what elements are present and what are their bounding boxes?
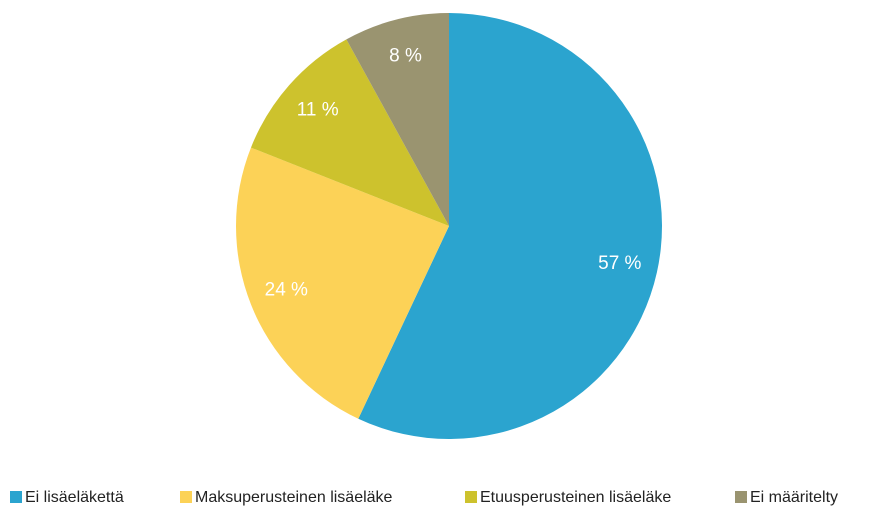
pie-slice [250, 39, 449, 226]
slice-label: 24 % [265, 279, 308, 300]
legend-label: Maksuperusteinen lisäeläke [195, 489, 393, 506]
legend-label: Etuusperusteinen lisäeläke [480, 489, 671, 506]
legend-label: Ei määritelty [750, 489, 838, 506]
legend-swatch [180, 491, 192, 503]
pie-slice [236, 147, 449, 419]
slice-label: 57 % [598, 253, 641, 274]
legend-swatch [735, 491, 747, 503]
legend-swatch [465, 491, 477, 503]
legend-swatch [10, 491, 22, 503]
pie-slice [358, 13, 662, 439]
slice-label: 8 % [389, 46, 422, 67]
slice-label: 11 % [297, 99, 339, 120]
pie-slice [346, 13, 449, 226]
legend-label: Ei lisäeläkettä [25, 489, 124, 506]
